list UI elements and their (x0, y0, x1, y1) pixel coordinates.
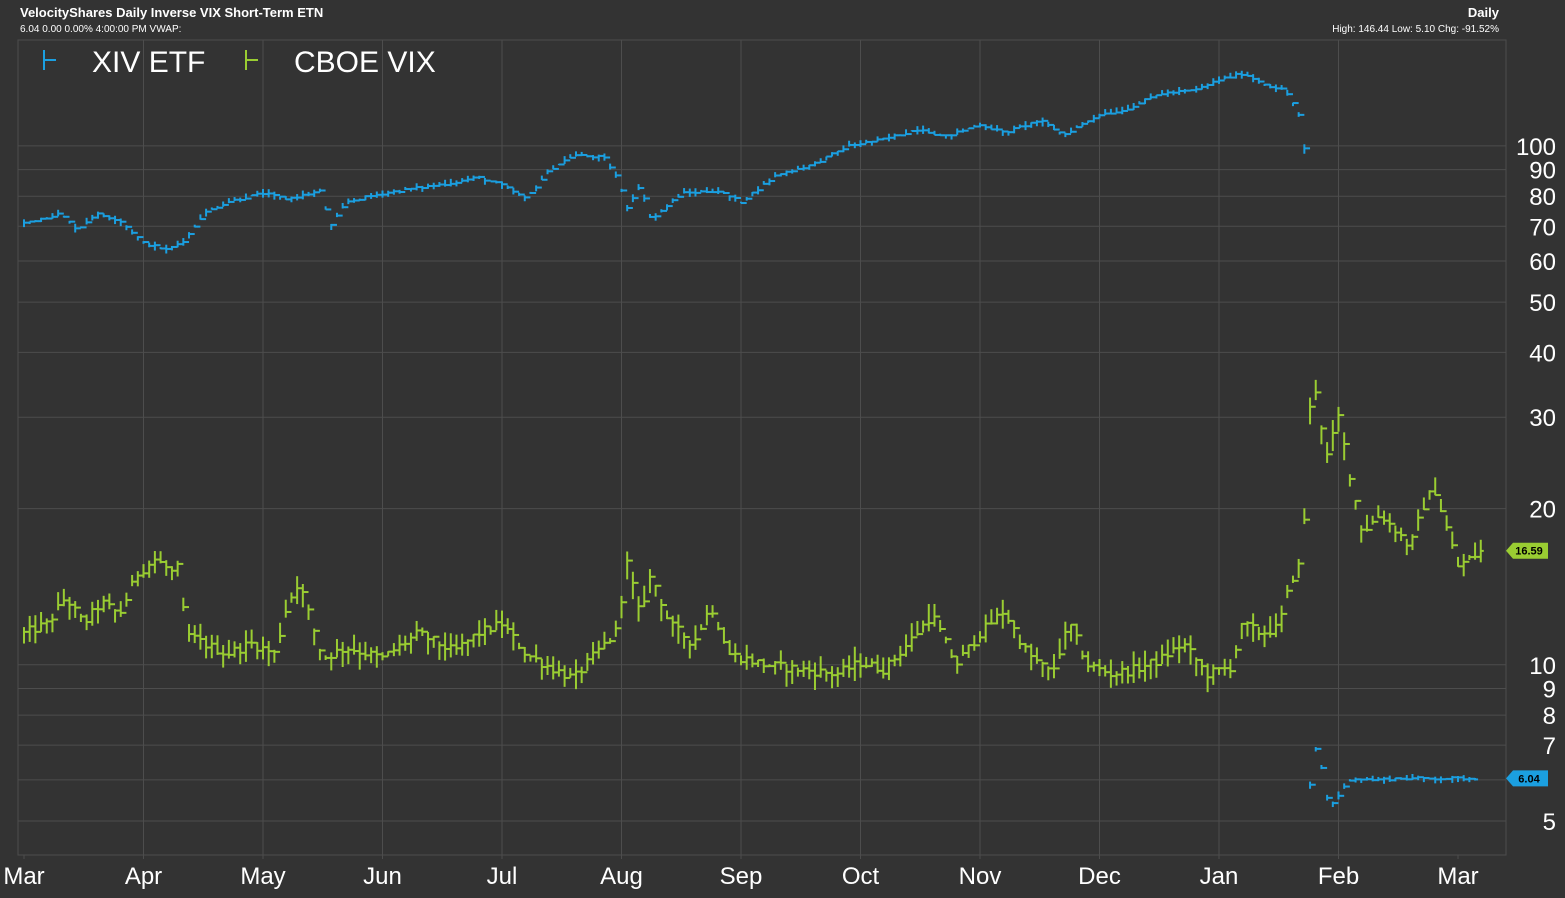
legend-label: XIV ETF (92, 46, 205, 79)
y-tick-label: 70 (1529, 214, 1556, 241)
last-value-tag: 16.59 (1506, 542, 1548, 559)
y-tick-label: 40 (1529, 340, 1556, 367)
y-tick-label: 20 (1529, 497, 1556, 524)
y-tick-label: 8 (1543, 703, 1556, 730)
y-tick-label: 7 (1543, 733, 1556, 760)
period-label: Daily (1467, 5, 1499, 20)
x-tick-label: Jan (1200, 863, 1239, 890)
x-tick-label: Aug (600, 863, 643, 890)
plot-frame (17, 39, 1507, 856)
legend-item: XIV ETF (43, 46, 205, 79)
quote-line: 6.04 0.00 0.00% 4:00:00 PM VWAP: (20, 24, 182, 35)
legend-label: CBOE VIX (294, 46, 436, 79)
x-tick-label: Jul (487, 863, 518, 890)
y-tick-label: 100 (1516, 134, 1556, 161)
stats-line: High: 146.44 Low: 5.10 Chg: -91.52% (1332, 24, 1499, 35)
x-tick-label: Mar (3, 863, 44, 890)
last-value-tag: 6.04 (1506, 770, 1548, 787)
y-tick-label: 50 (1529, 290, 1556, 317)
last-value-tag-bg (1506, 770, 1548, 787)
last-value-tag-text: 6.04 (1518, 773, 1540, 785)
x-tick-label: Oct (842, 863, 880, 890)
x-tick-label: Mar (1437, 863, 1478, 890)
x-tick-label: Jun (363, 863, 402, 890)
legend-item: CBOE VIX (245, 46, 436, 79)
y-tick-label: 90 (1529, 158, 1556, 185)
x-tick-label: Apr (125, 863, 162, 890)
x-tick-label: Dec (1078, 863, 1121, 890)
y-tick-label: 60 (1529, 249, 1556, 276)
y-tick-label: 80 (1529, 184, 1556, 211)
xiv-series (23, 70, 1479, 808)
x-tick-label: Feb (1318, 863, 1359, 890)
y-tick-label: 30 (1529, 405, 1556, 432)
y-tick-label: 10 (1529, 653, 1556, 680)
chart-title: VelocityShares Daily Inverse VIX Short-T… (20, 5, 324, 20)
x-tick-label: Sep (720, 863, 763, 890)
vix-series (23, 379, 1484, 693)
last-value-tag-bg (1506, 542, 1548, 559)
x-tick-label: May (240, 863, 285, 890)
x-tick-label: Nov (959, 863, 1002, 890)
y-tick-label: 5 (1543, 809, 1556, 836)
last-value-tag-text: 16.59 (1515, 546, 1543, 558)
y-tick-label: 9 (1543, 677, 1556, 704)
